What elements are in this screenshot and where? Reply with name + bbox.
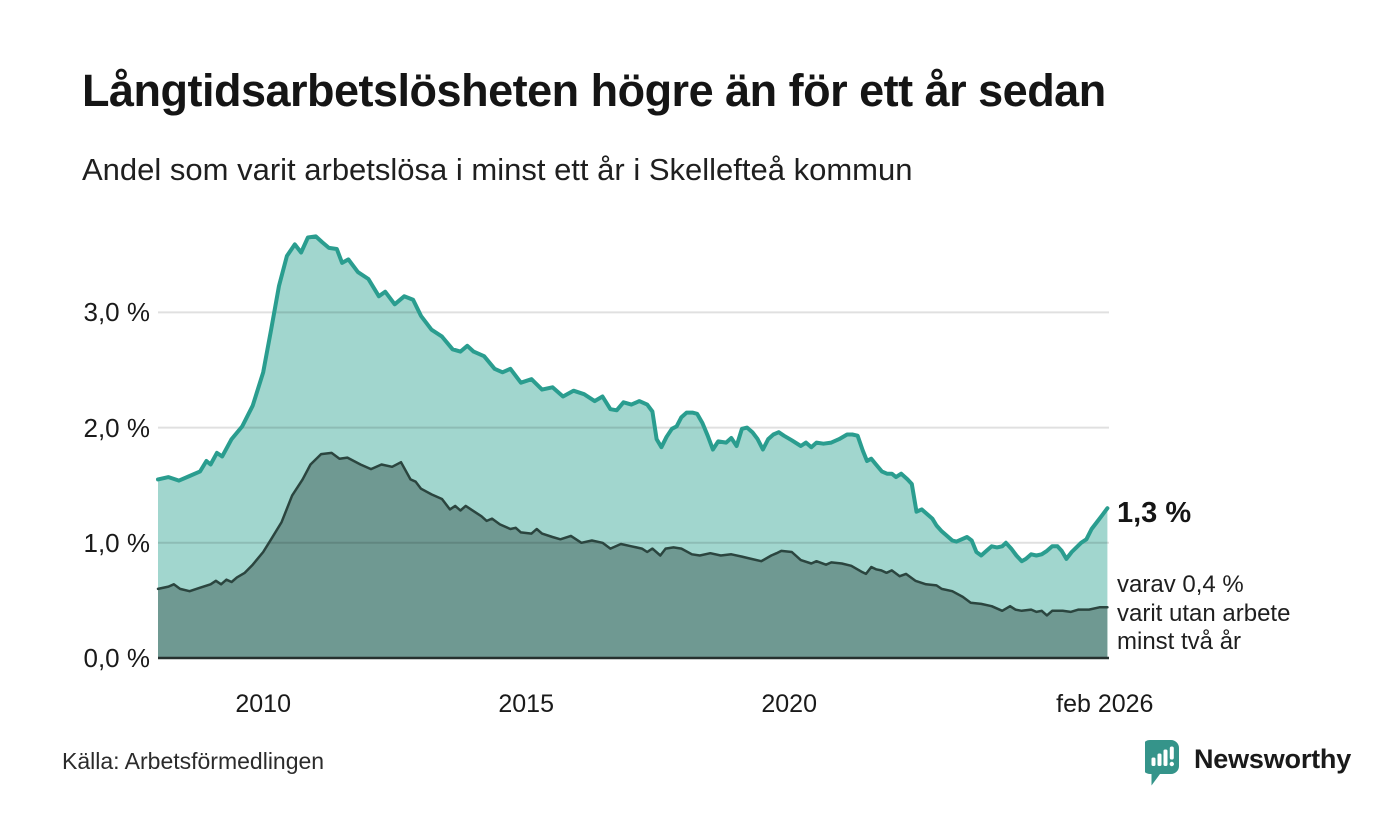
x-axis-tick-label: feb 2026 (1056, 690, 1154, 718)
pin-shape (1145, 740, 1179, 786)
y-axis-tick-label: 1,0 % (83, 527, 151, 558)
y-axis-tick-label: 3,0 % (83, 297, 151, 328)
annotation-line: varit utan arbete (1117, 599, 1291, 627)
page-title: Långtidsarbetslösheten högre än för ett … (82, 65, 1106, 116)
bar-large (1163, 749, 1168, 766)
y-axis-tick-label: 2,0 % (83, 412, 151, 443)
exclamation-dot (1169, 761, 1174, 767)
area-chart-plot (156, 234, 1110, 660)
x-axis-tick-label: 2010 (235, 690, 291, 718)
x-axis-tick-label: 2020 (761, 690, 817, 718)
newsworthy-pin-icon (1145, 740, 1179, 786)
annotation-line: varav 0,4 % (1117, 571, 1244, 598)
newsworthy-wordmark: Newsworthy (1194, 744, 1352, 774)
series-line-minst-ett-ar (156, 234, 1110, 564)
chart-subtitle: Andel som varit arbetslösa i minst ett å… (82, 152, 913, 187)
area-fill-minst-tva-ar (158, 452, 1108, 658)
bar-medium (1157, 753, 1162, 766)
annotation-line: minst två år (1117, 628, 1242, 655)
secondary-series-annotation: varav 0,4 % varit utan arbete minst två … (1117, 571, 1290, 657)
source-credit: Källa: Arbetsförmedlingen (62, 748, 325, 774)
bar-small (1151, 757, 1156, 766)
x-axis-tick-label: 2015 (498, 690, 554, 718)
series-line-minst-tva-ar (156, 451, 1109, 617)
exclamation-stem (1169, 746, 1174, 760)
latest-value-annotation: 1,3 % (1117, 497, 1192, 529)
y-axis-tick-label: 0,0 % (83, 643, 151, 673)
newsworthy-logo[interactable]: Newsworthy (1145, 740, 1351, 788)
